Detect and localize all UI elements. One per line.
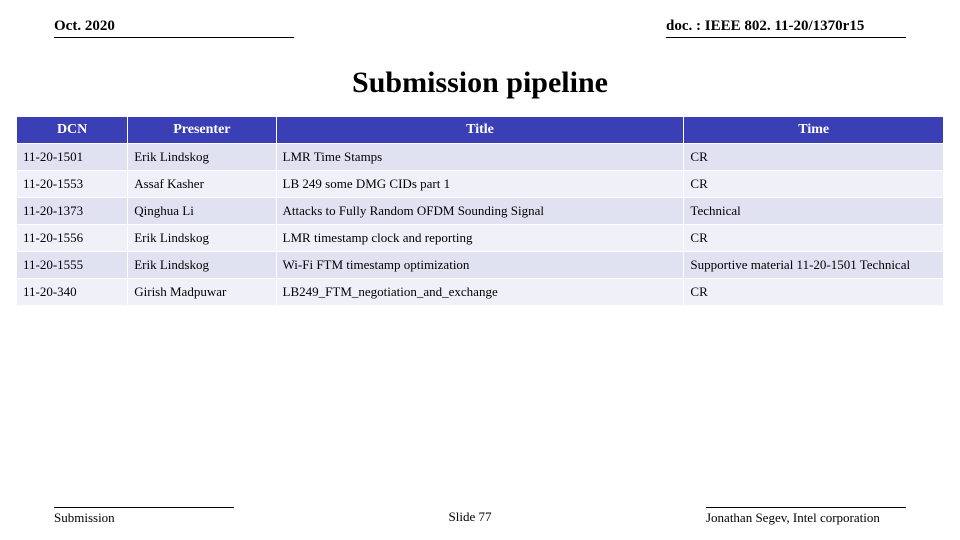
table-row: 11-20-1553Assaf KasherLB 249 some DMG CI… — [17, 171, 944, 198]
cell-time: CR — [684, 144, 944, 171]
col-header-dcn: DCN — [17, 117, 128, 144]
header-doc-id: doc. : IEEE 802. 11-20/1370r15 — [666, 18, 906, 38]
table-row: 11-20-1556Erik LindskogLMR timestamp clo… — [17, 225, 944, 252]
footer-slide-num: Slide 77 — [449, 507, 492, 526]
cell-time: CR — [684, 225, 944, 252]
cell-title: Attacks to Fully Random OFDM Sounding Si… — [276, 198, 684, 225]
cell-time: CR — [684, 279, 944, 306]
cell-presenter: Qinghua Li — [128, 198, 276, 225]
cell-presenter: Erik Lindskog — [128, 252, 276, 279]
cell-presenter: Erik Lindskog — [128, 144, 276, 171]
table-row: 11-20-340Girish MadpuwarLB249_FTM_negoti… — [17, 279, 944, 306]
cell-time: CR — [684, 171, 944, 198]
cell-time: Technical — [684, 198, 944, 225]
col-header-title: Title — [276, 117, 684, 144]
cell-dcn: 11-20-1501 — [17, 144, 128, 171]
cell-presenter: Assaf Kasher — [128, 171, 276, 198]
table-row: 11-20-1501Erik LindskogLMR Time StampsCR — [17, 144, 944, 171]
cell-title: LMR Time Stamps — [276, 144, 684, 171]
footer-submission: Submission — [54, 507, 234, 526]
col-header-time: Time — [684, 117, 944, 144]
footer-author: Jonathan Segev, Intel corporation — [706, 507, 906, 526]
cell-time: Supportive material 11-20-1501 Technical — [684, 252, 944, 279]
submission-table: DCN Presenter Title Time 11-20-1501Erik … — [16, 116, 944, 306]
header-date: Oct. 2020 — [54, 18, 294, 38]
cell-title: LMR timestamp clock and reporting — [276, 225, 684, 252]
cell-title: LB249_FTM_negotiation_and_exchange — [276, 279, 684, 306]
cell-presenter: Erik Lindskog — [128, 225, 276, 252]
submission-table-wrap: DCN Presenter Title Time 11-20-1501Erik … — [0, 116, 960, 306]
cell-dcn: 11-20-1553 — [17, 171, 128, 198]
cell-dcn: 11-20-1555 — [17, 252, 128, 279]
table-row: 11-20-1373Qinghua LiAttacks to Fully Ran… — [17, 198, 944, 225]
cell-dcn: 11-20-1556 — [17, 225, 128, 252]
cell-title: LB 249 some DMG CIDs part 1 — [276, 171, 684, 198]
cell-dcn: 11-20-340 — [17, 279, 128, 306]
page-title: Submission pipeline — [0, 66, 960, 100]
table-row: 11-20-1555Erik LindskogWi-Fi FTM timesta… — [17, 252, 944, 279]
col-header-presenter: Presenter — [128, 117, 276, 144]
cell-title: Wi-Fi FTM timestamp optimization — [276, 252, 684, 279]
cell-dcn: 11-20-1373 — [17, 198, 128, 225]
cell-presenter: Girish Madpuwar — [128, 279, 276, 306]
table-header-row: DCN Presenter Title Time — [17, 117, 944, 144]
